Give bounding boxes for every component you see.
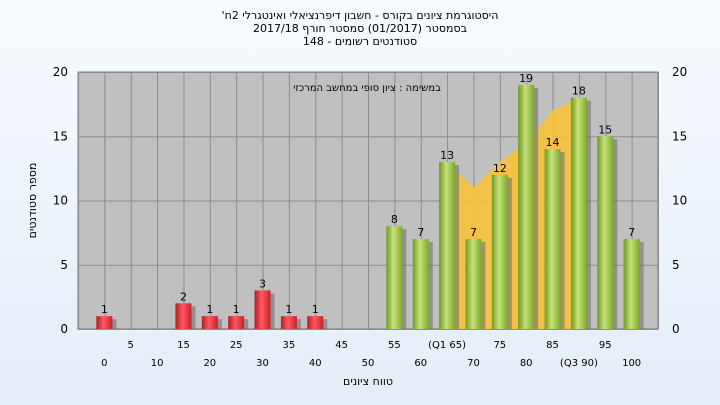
histogram-bar bbox=[491, 174, 508, 329]
bar-value-label: 18 bbox=[572, 85, 586, 98]
histogram-bar bbox=[439, 161, 456, 329]
bar-value-label: 13 bbox=[440, 149, 454, 162]
histogram-bar bbox=[228, 316, 245, 329]
bar-value-label: 3 bbox=[259, 277, 266, 290]
x-tick-label-lower: 0 bbox=[101, 358, 107, 369]
x-tick-label-upper: 95 bbox=[599, 340, 612, 351]
x-tick-label-lower: 80 bbox=[520, 358, 533, 369]
x-tick-label-lower: (Q3 90) bbox=[560, 358, 598, 369]
bar-value-label: 1 bbox=[233, 303, 240, 316]
histogram-bar bbox=[623, 239, 640, 329]
x-tick-label-lower: 10 bbox=[151, 358, 164, 369]
bars-layer bbox=[96, 84, 644, 329]
y-tick-label-left: 5 bbox=[60, 258, 68, 272]
bar-value-label: 14 bbox=[546, 136, 560, 149]
y-tick-label-left: 15 bbox=[53, 129, 68, 143]
bar-value-label: 7 bbox=[417, 226, 424, 239]
x-tick-label-lower: 50 bbox=[362, 358, 375, 369]
x-tick-label-upper: (Q1 65) bbox=[428, 340, 466, 351]
x-tick-label-upper: 25 bbox=[230, 340, 243, 351]
x-tick-label-upper: 5 bbox=[128, 340, 134, 351]
y-tick-label-right: 20 bbox=[672, 65, 687, 79]
bar-value-label: 12 bbox=[493, 162, 507, 175]
bar-value-label: 1 bbox=[101, 303, 108, 316]
y-tick-label-left: 0 bbox=[60, 322, 68, 336]
histogram-bar bbox=[280, 316, 297, 329]
bar-value-label: 1 bbox=[312, 303, 319, 316]
chart-title: היסטוגרמת ציונים בקורס - חשבון דיפרנציאל… bbox=[221, 9, 499, 22]
histogram-bar bbox=[597, 136, 614, 329]
y-tick-label-right: 10 bbox=[672, 194, 687, 208]
histogram-bar bbox=[201, 316, 218, 329]
x-tick-label-upper: 75 bbox=[493, 340, 506, 351]
x-tick-label-upper: 45 bbox=[335, 340, 348, 351]
x-tick-label-upper: 85 bbox=[546, 340, 559, 351]
histogram-bar bbox=[518, 84, 535, 329]
chart-annotation: במשימה : ציון סופי במחשב המרכזי bbox=[293, 83, 441, 94]
histogram-bar bbox=[544, 149, 561, 329]
y-tick-label-left: 10 bbox=[53, 194, 68, 208]
x-tick-label-lower: 30 bbox=[256, 358, 269, 369]
histogram-bar bbox=[254, 290, 271, 329]
y-tick-label-right: 0 bbox=[672, 322, 680, 336]
x-axis-title: טווח ציונים bbox=[343, 375, 393, 388]
x-tick-label-upper: 15 bbox=[177, 340, 190, 351]
chart-subtitle-students: סטודנטים רשומים - 148 bbox=[302, 35, 418, 48]
y-tick-label-right: 5 bbox=[672, 258, 680, 272]
x-tick-label-upper: 35 bbox=[283, 340, 296, 351]
x-tick-label-lower: 100 bbox=[622, 358, 641, 369]
x-tick-label-upper: 55 bbox=[388, 340, 401, 351]
y-axis-title: מספר סטודנטים bbox=[26, 163, 39, 239]
bar-value-label: 8 bbox=[391, 213, 398, 226]
histogram-bar bbox=[96, 316, 113, 329]
bar-value-label: 19 bbox=[519, 72, 533, 85]
histogram-bar bbox=[412, 239, 429, 329]
bar-value-label: 2 bbox=[180, 290, 187, 303]
histogram-bar bbox=[175, 303, 192, 329]
histogram-bar bbox=[307, 316, 324, 329]
bar-value-label: 7 bbox=[628, 226, 635, 239]
bar-value-label: 1 bbox=[285, 303, 292, 316]
histogram-bar bbox=[465, 239, 482, 329]
chart-subtitle-semester: בסמסטר (01/2017) סמסטר חורף 2017/18 bbox=[253, 22, 467, 35]
x-tick-label-lower: 70 bbox=[467, 358, 480, 369]
y-tick-label-left: 20 bbox=[53, 65, 68, 79]
x-tick-label-lower: 20 bbox=[203, 358, 216, 369]
x-tick-label-lower: 40 bbox=[309, 358, 322, 369]
bar-value-label: 15 bbox=[598, 123, 612, 136]
bar-value-label: 7 bbox=[470, 226, 477, 239]
histogram-bar bbox=[570, 97, 587, 329]
x-tick-label-lower: 60 bbox=[414, 358, 427, 369]
bar-value-label: 1 bbox=[206, 303, 213, 316]
histogram-bar bbox=[386, 226, 403, 329]
y-tick-label-right: 15 bbox=[672, 129, 687, 143]
